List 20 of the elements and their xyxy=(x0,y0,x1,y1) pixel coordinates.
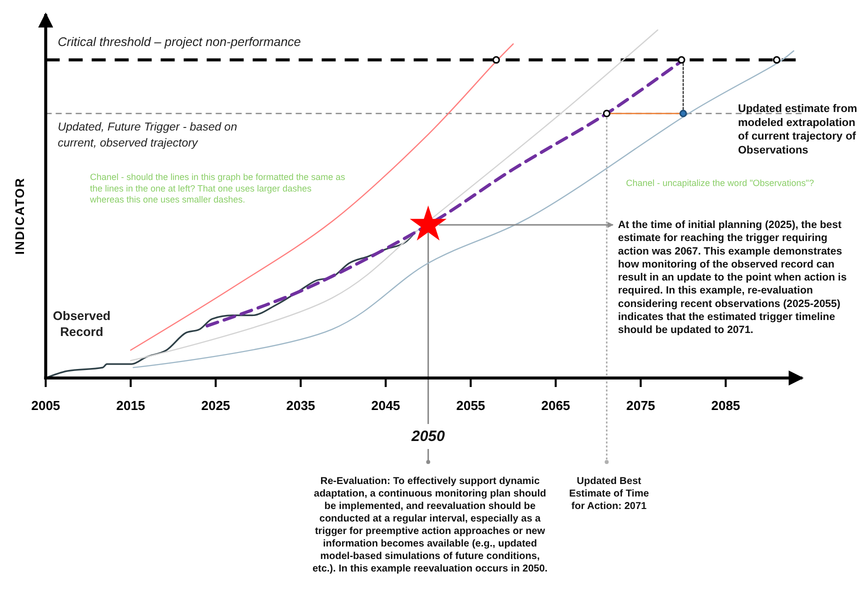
ref-line-label: Updated, Future Trigger - based on current, observed trajectory xyxy=(58,122,238,150)
text: Updated Best Estimate of Time for Action: 2071 xyxy=(569,476,650,512)
x-tick-label: 2015 xyxy=(116,398,146,413)
y-axis-title: INDICATOR xyxy=(13,177,27,255)
x-tick-label: 2025 xyxy=(201,398,230,413)
x-tick-label: 2055 xyxy=(456,398,486,413)
text: Observed Record xyxy=(52,309,111,339)
x-tick-label: 2075 xyxy=(626,398,656,413)
text: Re-Evaluation: To effectively support dynamic adaptation, a continuous monitoring plan should be implemented, and reevaluation should be conducted at a regular interval, especially as a trigger for preemptive action approaches or new information becomes available (e.g., updated model-based simulations of future conditions, etc.). In this example reevaluation occurs in 2050. xyxy=(312,476,548,574)
x-tick-label: 2005 xyxy=(31,398,60,413)
annotation: Updated estimate from modeled extrapolation of current trajectory of Observations xyxy=(738,103,858,156)
text: At the time of initial planning (2025), the best estimate for reaching the trigger requiring action was 2067. This example demonstrates how monitoring of the observed record can result in an update to the point when action is required. In this example, re-evaluation considering recent observations (2025-2055) indicates that the estimated trigger timeline should be updated to 2071. xyxy=(618,219,847,336)
annotation: Chanel - uncapitalize the word "Observations"? xyxy=(626,178,814,188)
x-tick-label: 2065 xyxy=(541,398,570,413)
ref-line-label: 2050 xyxy=(410,428,446,445)
x-tick-label: 2085 xyxy=(711,398,740,413)
x-tick-label: 2045 xyxy=(371,398,400,413)
ref-line-label: Critical threshold – project non-performance xyxy=(58,34,301,49)
x-tick-label: 2035 xyxy=(286,398,316,413)
annotation: Chanel - should the lines in this graph be formatted the same as the lines in the one at left? That one uses larger dashes whereas this one uses smaller dashes. xyxy=(89,172,346,204)
